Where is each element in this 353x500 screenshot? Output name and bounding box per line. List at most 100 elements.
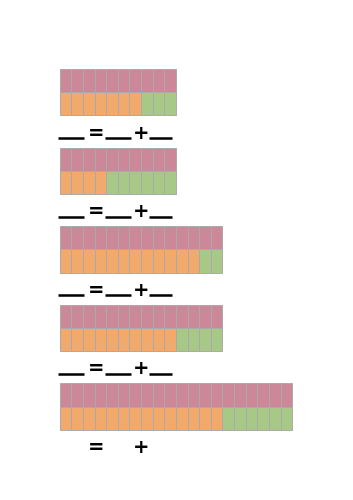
Bar [141,462,152,485]
Bar [118,69,130,92]
Bar [60,328,71,351]
Bar [269,485,281,500]
Bar [164,148,176,171]
Bar [246,485,257,500]
Bar [60,69,71,92]
Bar [164,305,176,328]
Bar [95,171,106,194]
Bar [176,226,187,250]
Bar [60,148,71,171]
Bar [222,462,234,485]
Bar [199,226,211,250]
Bar [83,148,95,171]
Bar [257,462,269,485]
Bar [176,305,187,328]
Bar [130,485,141,500]
Bar [83,69,95,92]
Text: =: = [88,124,104,142]
Text: =: = [88,280,104,299]
Bar [130,171,141,194]
Bar [60,250,71,272]
Bar [118,384,130,406]
Bar [141,485,152,500]
Text: +: + [133,280,149,299]
Bar [187,226,199,250]
Bar [222,406,234,430]
Bar [71,462,83,485]
Bar [60,406,71,430]
Bar [71,92,83,116]
Bar [106,92,118,116]
Bar [60,171,71,194]
Bar [106,305,118,328]
Bar [141,384,152,406]
Text: =: = [88,360,104,378]
Bar [152,250,164,272]
Bar [95,406,106,430]
Bar [71,384,83,406]
Bar [95,92,106,116]
Bar [211,250,222,272]
Bar [118,305,130,328]
Bar [234,462,246,485]
Bar [141,305,152,328]
Bar [199,485,211,500]
Bar [118,250,130,272]
Bar [176,250,187,272]
Bar [106,406,118,430]
Bar [152,384,164,406]
Bar [234,384,246,406]
Bar [164,226,176,250]
Bar [211,406,222,430]
Bar [118,462,130,485]
Bar [106,485,118,500]
Bar [152,171,164,194]
Bar [152,485,164,500]
Bar [246,384,257,406]
Bar [211,384,222,406]
Bar [176,384,187,406]
Bar [71,226,83,250]
Bar [222,384,234,406]
Bar [152,92,164,116]
Bar [199,406,211,430]
Bar [130,328,141,351]
Bar [130,69,141,92]
Bar [281,384,292,406]
Bar [83,462,95,485]
Bar [164,250,176,272]
Bar [130,92,141,116]
Text: +: + [133,202,149,221]
Bar [257,485,269,500]
Bar [269,462,281,485]
Bar [141,148,152,171]
Bar [164,69,176,92]
Bar [130,406,141,430]
Bar [187,250,199,272]
Bar [176,406,187,430]
Text: +: + [133,360,149,378]
Bar [83,406,95,430]
Bar [95,148,106,171]
Bar [187,406,199,430]
Bar [234,406,246,430]
Bar [211,226,222,250]
Bar [118,406,130,430]
Bar [152,462,164,485]
Bar [118,92,130,116]
Bar [95,250,106,272]
Bar [141,69,152,92]
Bar [141,250,152,272]
Bar [141,226,152,250]
Bar [164,485,176,500]
Bar [246,462,257,485]
Bar [211,328,222,351]
Bar [118,226,130,250]
Bar [60,485,71,500]
Bar [95,305,106,328]
Bar [130,384,141,406]
Bar [95,384,106,406]
Bar [106,226,118,250]
Bar [83,328,95,351]
Bar [83,226,95,250]
